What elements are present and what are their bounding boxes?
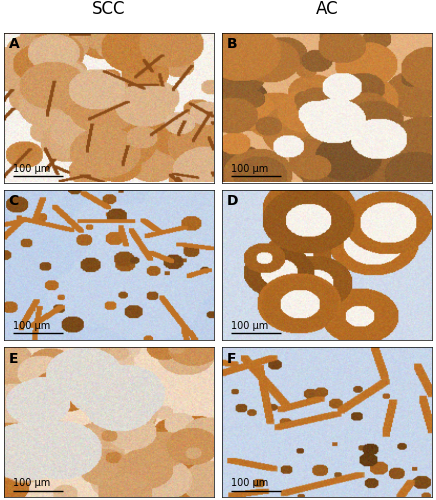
Text: 100 μm: 100 μm [231,164,268,173]
Text: C: C [9,194,19,208]
Text: A: A [9,37,19,51]
Text: D: D [227,194,238,208]
Text: B: B [227,37,237,51]
Text: 100 μm: 100 μm [13,478,50,488]
Text: 100 μm: 100 μm [231,478,268,488]
Text: E: E [9,352,18,366]
Text: 100 μm: 100 μm [13,321,50,331]
Text: 100 μm: 100 μm [231,321,268,331]
Text: F: F [227,352,236,366]
Text: 100 μm: 100 μm [13,164,50,173]
Text: SCC: SCC [92,0,126,18]
Text: AC: AC [316,0,338,18]
